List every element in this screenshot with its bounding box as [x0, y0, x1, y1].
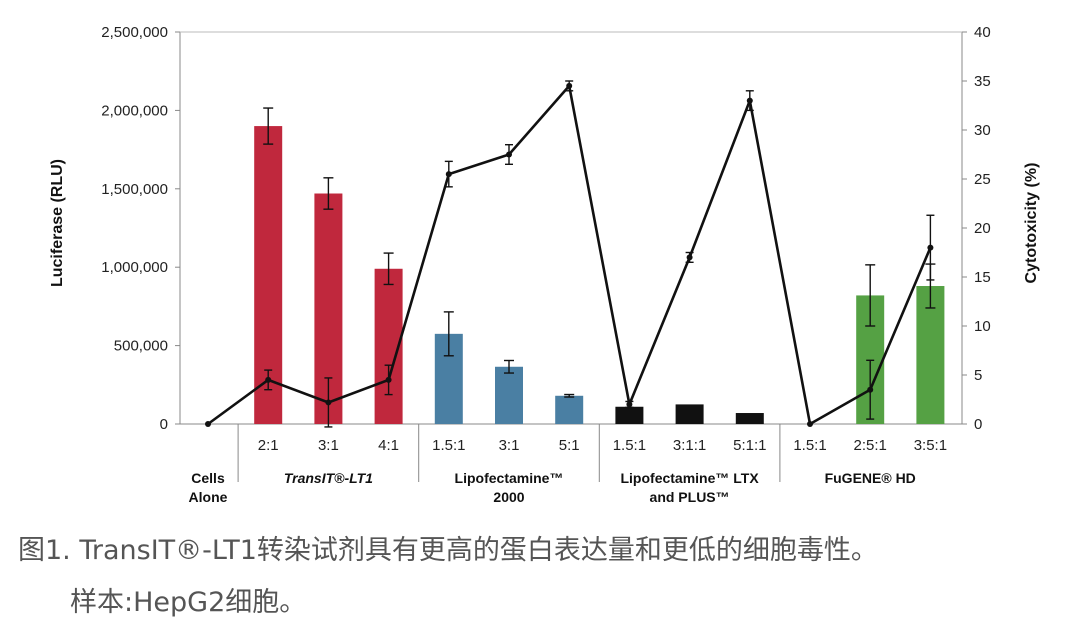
group-label: Cells: [191, 470, 225, 486]
cytotoxicity-point: [205, 421, 211, 427]
luciferase-bar: [615, 406, 644, 424]
cytotoxicity-point: [686, 254, 693, 261]
axes: 0 500,000 1,000,000 1,500,000 2,000,000 2,500…: [101, 24, 990, 505]
figure-caption-sample: 样本:HepG2细胞。: [70, 587, 307, 618]
figure-caption: 图1. TransIT®-LT1转染试剂具有更高的蛋白表达量和更低的细胞毒性。: [18, 535, 878, 566]
x-tick-label: 3:1:1: [673, 437, 706, 454]
cytotoxicity-point: [385, 376, 392, 383]
cytotoxicity-point: [746, 97, 753, 104]
group-label: 2000: [493, 489, 524, 505]
cytotoxicity-point: [445, 171, 452, 178]
y2-tick-label: 30: [974, 122, 991, 139]
y-tick-label: 1,000,000: [101, 259, 168, 276]
y2-tick-label: 10: [974, 318, 991, 335]
x-tick-label: 5:1:1: [733, 437, 766, 454]
luciferase-bar: [675, 404, 704, 424]
y-axis-title: Luciferase (RLU): [49, 159, 66, 287]
group-label: Lipofectamine™ LTX: [620, 470, 759, 486]
cytotoxicity-point: [807, 421, 813, 427]
y2-tick-label: 35: [974, 73, 991, 90]
x-tick-label: 5:1: [559, 437, 580, 454]
luciferase-bar: [916, 286, 945, 424]
y2-tick-label: 15: [974, 269, 991, 286]
cytotoxicity-point: [566, 82, 573, 89]
group-label: Lipofectamine™: [455, 470, 564, 486]
y-tick-label: 0: [160, 416, 168, 433]
y2-tick-label: 5: [974, 367, 982, 384]
group-label: Alone: [189, 489, 228, 505]
y-tick-label: 2,500,000: [101, 24, 168, 41]
group-label: FuGENE® HD: [825, 470, 916, 486]
cytotoxicity-point: [927, 244, 934, 251]
line-series: [205, 80, 935, 428]
x-tick-label: 1.5:1: [432, 437, 465, 454]
x-tick-label: 2:5:1: [854, 437, 887, 454]
luciferase-bar: [555, 395, 584, 424]
y2-tick-label: 25: [974, 171, 991, 188]
x-tick-label: 2:1: [258, 437, 279, 454]
x-tick-label: 1.5:1: [793, 437, 826, 454]
cytotoxicity-point: [325, 399, 332, 406]
y2-tick-label: 20: [974, 220, 991, 237]
luciferase-bar: [495, 366, 523, 424]
y2-axis-title: Cytotoxicity (%): [1023, 163, 1040, 284]
y2-tick-label: 0: [974, 416, 982, 433]
chart: 0 500,000 1,000,000 1,500,000 2,000,000 2,500…: [49, 24, 1040, 505]
group-label: and PLUS™: [650, 489, 730, 505]
y-tick-label: 1,500,000: [101, 181, 168, 198]
cytotoxicity-point: [506, 151, 512, 158]
y2-tick-label: 40: [974, 24, 991, 41]
bar-series: [254, 107, 945, 424]
cytotoxicity-point: [265, 376, 272, 383]
group-label: TransIT®-LT1: [284, 470, 373, 486]
y-tick-label: 500,000: [114, 338, 168, 355]
x-tick-label: 3:1: [318, 437, 339, 454]
cytotoxicity-point: [867, 386, 874, 393]
y-tick-label: 2,000,000: [101, 102, 168, 119]
luciferase-bar: [735, 413, 764, 424]
cytotoxicity-point: [626, 401, 633, 408]
x-tick-label: 4:1: [378, 437, 399, 454]
x-tick-label: 1.5:1: [613, 437, 646, 454]
x-tick-label: 3:5:1: [914, 437, 947, 454]
x-tick-label: 3:1: [499, 437, 520, 454]
